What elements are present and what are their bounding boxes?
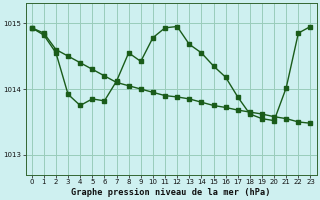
- X-axis label: Graphe pression niveau de la mer (hPa): Graphe pression niveau de la mer (hPa): [71, 188, 271, 197]
